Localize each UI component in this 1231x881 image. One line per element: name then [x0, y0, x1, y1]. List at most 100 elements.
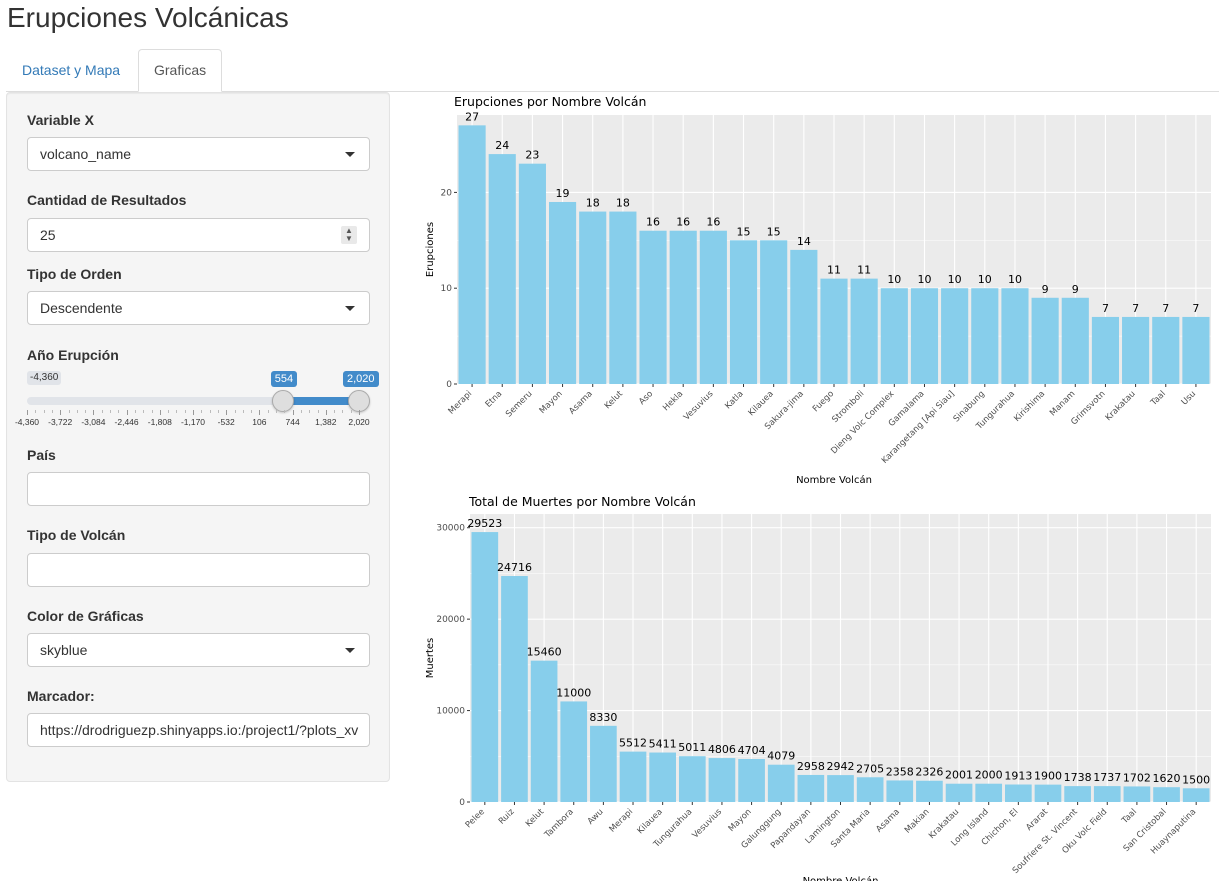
orden-select[interactable]: Descendente	[27, 291, 370, 325]
slider-grid-minor-tick	[251, 410, 253, 413]
slider-grid-minor-tick	[101, 410, 103, 413]
slider-grid-minor-tick	[234, 410, 236, 413]
slider-to-label: 2,020	[343, 371, 379, 387]
slider-grid-label: -3,084	[81, 417, 106, 427]
slider-grid-tick	[292, 410, 294, 415]
bar	[678, 756, 706, 802]
bar	[945, 783, 973, 802]
app-title: Erupciones Volcánicas	[7, 2, 289, 33]
pais-input[interactable]	[27, 472, 370, 506]
x-axis-title: Nombre Volcán	[796, 474, 872, 486]
slider-handle-from[interactable]	[271, 390, 294, 412]
slider-grid-tick	[93, 410, 95, 415]
data-label: 10	[978, 273, 992, 286]
slider-grid-minor-tick	[267, 410, 269, 413]
bar	[850, 278, 878, 384]
bar	[886, 780, 914, 802]
bar	[797, 774, 825, 802]
x-tick-label: Kelut	[603, 389, 626, 412]
bar	[488, 154, 516, 384]
data-label: 15	[737, 225, 751, 238]
x-tick-label: Taal	[1120, 807, 1140, 827]
slider-grid-label: -1,170	[180, 417, 206, 427]
bar	[619, 751, 647, 802]
data-label: 5011	[678, 741, 706, 754]
data-label: 9	[1072, 283, 1079, 296]
x-tick-label: Kelut	[524, 807, 547, 830]
x-tick-label: Mayon	[538, 389, 565, 416]
bar	[1182, 316, 1210, 384]
tipo-volcan-input[interactable]	[27, 553, 370, 587]
slider-grid-minor-tick	[284, 410, 286, 413]
slider-track[interactable]	[27, 397, 365, 405]
chart-title: Total de Muertes por Nombre Volcán	[468, 494, 696, 509]
slider-grid-tick	[126, 410, 128, 415]
slider-grid-label: -532	[217, 417, 235, 427]
y-tick-label: 10	[441, 284, 453, 294]
tipo-volcan-label: Tipo de Volcán	[27, 527, 126, 543]
slider-grid-minor-tick	[342, 410, 344, 413]
x-tick-label: Tambora	[542, 807, 576, 841]
anio-range-slider[interactable]: -4,360 554 2,020 -4,360 -3,722 -3,084 -2,44…	[15, 371, 379, 431]
data-label: 7	[1132, 302, 1139, 315]
x-axis-title: Nombre Volcán	[803, 875, 879, 881]
slider-grid-minor-tick	[350, 410, 352, 413]
y-tick-label: 10000	[436, 707, 465, 717]
data-label: 10	[948, 273, 962, 286]
data-label: 11	[827, 264, 841, 277]
slider-grid-minor-tick	[201, 410, 203, 413]
slider-grid-label: 106	[252, 417, 267, 427]
tab-graficas[interactable]: Graficas	[138, 49, 223, 92]
data-label: 8330	[589, 711, 617, 724]
slider-grid-tick	[259, 410, 261, 415]
data-label: 15	[767, 225, 781, 238]
data-label: 29523	[467, 517, 502, 530]
data-label: 1620	[1153, 772, 1181, 785]
bar	[729, 240, 758, 384]
data-label: 2705	[856, 762, 884, 775]
tab-dataset-mapa[interactable]: Dataset y Mapa	[22, 62, 121, 78]
y-axis-title: Muertes	[425, 638, 436, 679]
x-tick-label: Ararat	[1024, 807, 1050, 833]
bar	[1091, 316, 1120, 384]
marcador-url-input[interactable]: https://drodriguezp.shinyapps.io:/projec…	[27, 713, 370, 747]
bar	[1034, 784, 1062, 802]
cantidad-input[interactable]: 25 ▲ ▼	[27, 218, 370, 252]
bar	[590, 725, 617, 802]
bar	[760, 240, 788, 384]
x-tick-label: Kilauea	[747, 389, 776, 418]
slider-grid-tick	[60, 410, 62, 415]
data-label: 27	[465, 110, 479, 123]
data-label: 10	[887, 273, 901, 286]
slider-grid-minor-tick	[76, 410, 78, 413]
slider-grid-minor-tick	[35, 410, 37, 413]
x-tick-label: Hekla	[661, 389, 685, 413]
bar	[880, 288, 908, 384]
bar	[1031, 297, 1059, 384]
sidebar-panel: Variable X volcano_name Cantidad de Resu…	[6, 92, 390, 782]
bar	[471, 532, 499, 802]
slider-grid-minor-tick	[334, 410, 336, 413]
bar	[560, 701, 588, 802]
slider-selected-range	[282, 397, 359, 405]
data-label: 7	[1162, 302, 1169, 315]
bar	[790, 249, 818, 384]
number-stepper-icon[interactable]: ▲ ▼	[341, 226, 357, 244]
chevron-down-icon	[345, 306, 355, 311]
slider-grid-minor-tick	[43, 410, 45, 413]
color-select[interactable]: skyblue	[27, 633, 370, 667]
data-label: 15460	[527, 646, 562, 659]
slider-handle-to[interactable]	[348, 390, 370, 412]
bar	[1093, 786, 1121, 802]
slider-grid-tick	[193, 410, 194, 415]
variable-x-select[interactable]: volcano_name	[27, 137, 370, 171]
bar	[501, 576, 528, 802]
data-label: 4704	[738, 744, 766, 757]
y-tick-label: 0	[459, 798, 465, 808]
data-label: 1500	[1182, 773, 1210, 786]
data-label: 4079	[767, 750, 795, 763]
slider-grid-minor-tick	[143, 410, 145, 413]
y-tick-label: 20	[441, 188, 453, 198]
slider-grid-label: 1,382	[315, 417, 337, 427]
bar	[916, 780, 943, 802]
